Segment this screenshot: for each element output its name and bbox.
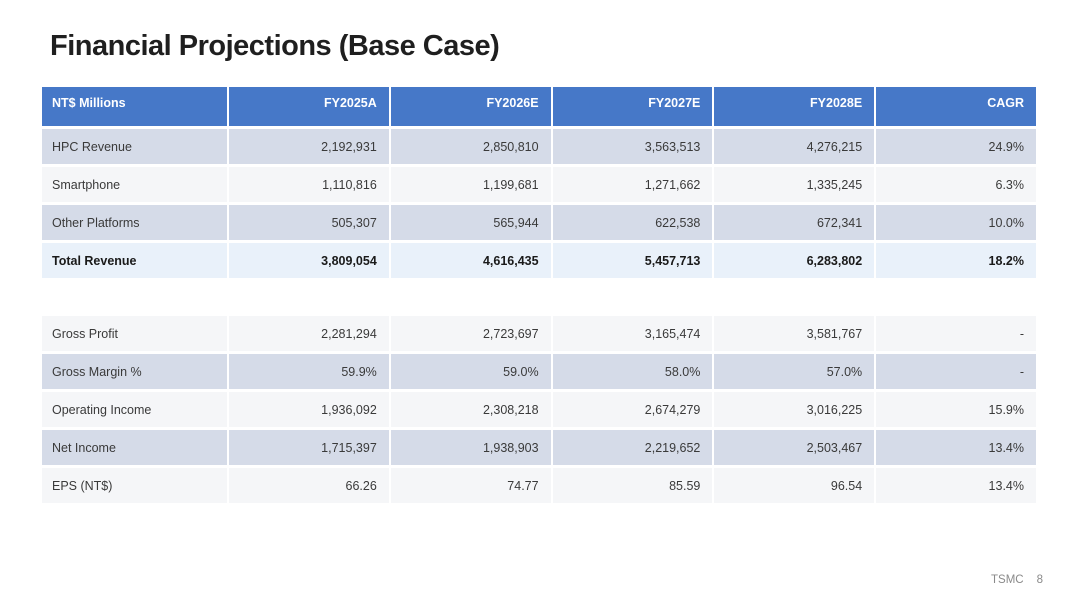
page-title: Financial Projections (Base Case)	[50, 30, 500, 62]
cell-value: 18.2%	[876, 243, 1036, 278]
cell-value: 3,563,513	[552, 129, 713, 164]
cell-value: 57.0%	[714, 354, 875, 389]
cell-value: 2,723,697	[390, 316, 551, 351]
cell-value: 2,219,652	[552, 430, 713, 465]
cell-value: 1,110,816	[228, 167, 389, 202]
table-header-row: NT$ Millions FY2025A FY2026E FY2027E FY2028E…	[42, 87, 1036, 126]
cell-value: -	[876, 354, 1036, 389]
revenue-table-body: HPC Revenue 2,192,931 2,850,810 3,563,513 4,…	[42, 129, 1036, 278]
cell-value: 4,616,435	[390, 243, 551, 278]
cell-value: 85.59	[552, 468, 713, 503]
cell-value: 2,192,931	[228, 129, 389, 164]
table-row: HPC Revenue 2,192,931 2,850,810 3,563,513 4,…	[42, 129, 1036, 164]
cell-value: 6.3%	[876, 167, 1036, 202]
cell-value: 622,538	[552, 205, 713, 240]
cell-value: 565,944	[390, 205, 551, 240]
cell-value: 5,457,713	[552, 243, 713, 278]
cell-value: 3,581,767	[714, 316, 875, 351]
cell-value: 24.9%	[876, 129, 1036, 164]
row-label: Smartphone	[42, 167, 227, 202]
table-row: Smartphone 1,110,816 1,199,681 1,271,662 1,3…	[42, 167, 1036, 202]
cell-value: 74.77	[390, 468, 551, 503]
cell-value: 15.9%	[876, 392, 1036, 427]
profit-table-body: Gross Profit 2,281,294 2,723,697 3,165,474 3…	[42, 316, 1036, 503]
revenue-table: NT$ Millions FY2025A FY2026E FY2027E FY2028E…	[40, 84, 1038, 281]
row-label: HPC Revenue	[42, 129, 227, 164]
row-label: Other Platforms	[42, 205, 227, 240]
slide-footer: TSMC 8	[991, 574, 1043, 586]
cell-value: 1,335,245	[714, 167, 875, 202]
row-label: Total Revenue	[42, 243, 227, 278]
cell-value: 4,276,215	[714, 129, 875, 164]
cell-value: 13.4%	[876, 468, 1036, 503]
cell-value: 59.9%	[228, 354, 389, 389]
row-label: Operating Income	[42, 392, 227, 427]
cell-value: 1,715,397	[228, 430, 389, 465]
cell-value: 96.54	[714, 468, 875, 503]
footer-page-number: 8	[1036, 574, 1043, 586]
column-header: FY2028E	[714, 87, 875, 126]
cell-value: 672,341	[714, 205, 875, 240]
column-header: FY2025A	[228, 87, 389, 126]
table-row: Other Platforms 505,307 565,944 622,538 672,…	[42, 205, 1036, 240]
row-label: Gross Profit	[42, 316, 227, 351]
cell-value: 2,850,810	[390, 129, 551, 164]
table-row: Net Income 1,715,397 1,938,903 2,219,652 2,5…	[42, 430, 1036, 465]
row-label: EPS (NT$)	[42, 468, 227, 503]
row-label: Gross Margin %	[42, 354, 227, 389]
cell-value: 59.0%	[390, 354, 551, 389]
cell-value: 1,936,092	[228, 392, 389, 427]
cell-value: 13.4%	[876, 430, 1036, 465]
cell-value: 3,016,225	[714, 392, 875, 427]
cell-value: 2,281,294	[228, 316, 389, 351]
table-row: EPS (NT$) 66.26 74.77 85.59 96.54 13.4%	[42, 468, 1036, 503]
cell-value: 505,307	[228, 205, 389, 240]
column-header: FY2026E	[390, 87, 551, 126]
cell-value: 1,271,662	[552, 167, 713, 202]
cell-value: 2,308,218	[390, 392, 551, 427]
profit-table: Gross Profit 2,281,294 2,723,697 3,165,474 3…	[40, 313, 1038, 506]
column-header: FY2027E	[552, 87, 713, 126]
column-header: CAGR	[876, 87, 1036, 126]
financial-projections-table: NT$ Millions FY2025A FY2026E FY2027E FY2028E…	[40, 84, 1038, 506]
cell-value: 10.0%	[876, 205, 1036, 240]
cell-value: 66.26	[228, 468, 389, 503]
cell-value: 58.0%	[552, 354, 713, 389]
cell-value: 2,503,467	[714, 430, 875, 465]
row-label: Net Income	[42, 430, 227, 465]
table-row: Gross Margin % 59.9% 59.0% 58.0% 57.0% -	[42, 354, 1036, 389]
footer-brand: TSMC	[991, 574, 1024, 586]
cell-value: 3,809,054	[228, 243, 389, 278]
table-row: Gross Profit 2,281,294 2,723,697 3,165,474 3…	[42, 316, 1036, 351]
cell-value: -	[876, 316, 1036, 351]
table-row: Operating Income 1,936,092 2,308,218 2,674,…	[42, 392, 1036, 427]
cell-value: 2,674,279	[552, 392, 713, 427]
column-header-label: NT$ Millions	[42, 87, 227, 126]
table-row: Total Revenue 3,809,054 4,616,435 5,457,713…	[42, 243, 1036, 278]
cell-value: 1,938,903	[390, 430, 551, 465]
cell-value: 3,165,474	[552, 316, 713, 351]
cell-value: 6,283,802	[714, 243, 875, 278]
cell-value: 1,199,681	[390, 167, 551, 202]
